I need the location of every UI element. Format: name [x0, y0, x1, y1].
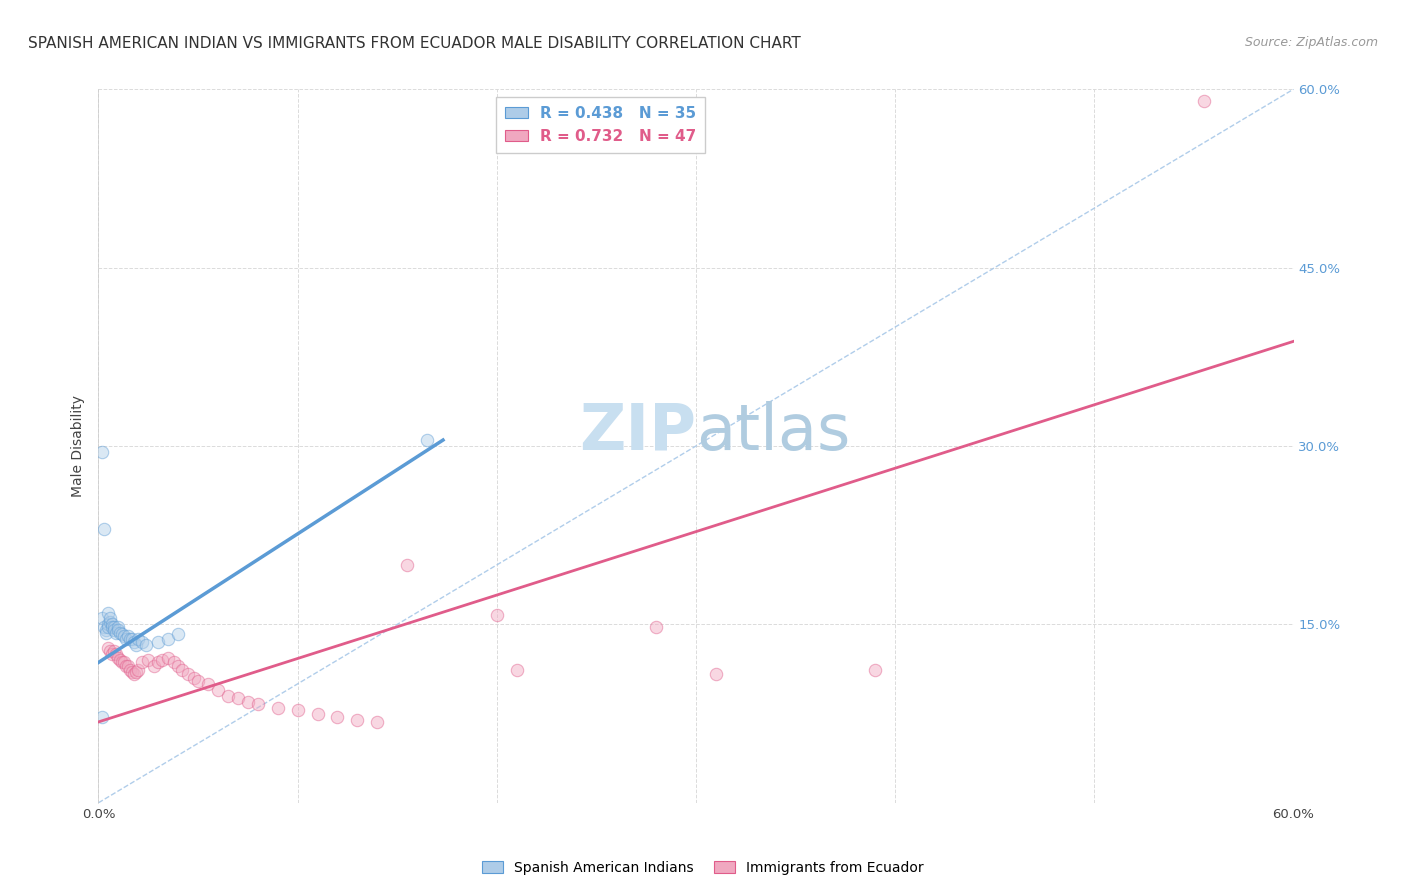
Point: [135, 638, 157, 652]
Point: [101, 647, 124, 661]
Point: [107, 620, 129, 634]
Point: [98, 615, 122, 629]
Point: [93, 522, 115, 536]
Point: [148, 635, 170, 649]
Point: [207, 682, 229, 697]
Point: [101, 617, 124, 632]
Point: [1192, 94, 1215, 108]
Point: [111, 656, 134, 670]
Point: [287, 703, 309, 717]
Point: [157, 632, 180, 646]
Point: [267, 700, 290, 714]
Point: [172, 663, 194, 677]
Point: [91, 611, 114, 625]
Point: [117, 629, 139, 643]
Point: [96, 625, 118, 640]
Point: [112, 629, 135, 643]
Point: [103, 620, 125, 634]
Point: [110, 625, 132, 640]
Point: [117, 659, 139, 673]
Point: [97, 620, 120, 634]
Text: SPANISH AMERICAN INDIAN VS IMMIGRANTS FROM ECUADOR MALE DISABILITY CORRELATION C: SPANISH AMERICAN INDIAN VS IMMIGRANTS FR…: [28, 36, 801, 51]
Point: [103, 643, 125, 657]
Point: [125, 665, 148, 679]
Y-axis label: Male Disability: Male Disability: [72, 395, 86, 497]
Point: [121, 632, 143, 646]
Point: [148, 656, 170, 670]
Point: [865, 663, 887, 677]
Point: [346, 713, 368, 727]
Text: Source: ZipAtlas.com: Source: ZipAtlas.com: [1244, 36, 1378, 49]
Point: [506, 663, 529, 677]
Point: [485, 607, 508, 622]
Point: [101, 620, 124, 634]
Point: [326, 710, 349, 724]
Point: [226, 691, 249, 706]
Point: [112, 656, 135, 670]
Point: [110, 653, 132, 667]
Point: [124, 635, 146, 649]
Point: [97, 641, 120, 656]
Point: [111, 627, 134, 641]
Point: [236, 695, 259, 709]
Point: [163, 656, 186, 670]
Point: [167, 627, 190, 641]
Point: [127, 663, 149, 677]
Point: [91, 710, 114, 724]
Point: [396, 558, 419, 572]
Point: [307, 706, 329, 721]
Point: [98, 643, 122, 657]
Point: [91, 445, 114, 459]
Point: [246, 697, 269, 711]
Point: [93, 620, 115, 634]
Point: [187, 674, 209, 689]
Point: [121, 665, 143, 679]
Point: [107, 650, 129, 665]
Legend: R = 0.438   N = 35, R = 0.732   N = 47: R = 0.438 N = 35, R = 0.732 N = 47: [495, 97, 706, 153]
Point: [131, 656, 153, 670]
Point: [704, 667, 727, 681]
Point: [177, 667, 200, 681]
Point: [143, 659, 166, 673]
Point: [105, 647, 128, 661]
Point: [217, 689, 239, 703]
Legend: Spanish American Indians, Immigrants from Ecuador: Spanish American Indians, Immigrants fro…: [477, 855, 929, 880]
Point: [136, 653, 159, 667]
Point: [127, 632, 149, 646]
Point: [645, 620, 668, 634]
Point: [115, 659, 138, 673]
Point: [115, 632, 138, 646]
Point: [105, 625, 128, 640]
Point: [107, 624, 129, 638]
Point: [96, 624, 118, 638]
Point: [98, 611, 122, 625]
Point: [120, 663, 142, 677]
Point: [167, 659, 190, 673]
Point: [366, 714, 388, 729]
Point: [97, 617, 120, 632]
Point: [197, 677, 219, 691]
Point: [97, 606, 120, 620]
Text: ZIP: ZIP: [579, 401, 696, 463]
Point: [125, 638, 148, 652]
Point: [150, 653, 173, 667]
Point: [120, 632, 142, 646]
Point: [183, 671, 205, 685]
Point: [124, 667, 146, 681]
Point: [416, 433, 439, 447]
Point: [131, 635, 153, 649]
Point: [103, 624, 125, 638]
Text: atlas: atlas: [696, 401, 851, 463]
Point: [157, 650, 180, 665]
